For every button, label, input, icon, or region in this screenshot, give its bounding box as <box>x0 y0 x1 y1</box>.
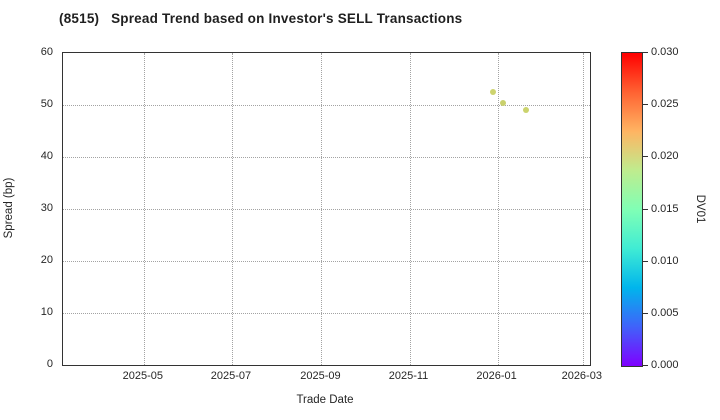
colorbar-tick-label: 0.015 <box>651 202 679 215</box>
y-tick-label: 10 <box>40 306 53 318</box>
x-tick-label: 2025-11 <box>388 370 429 382</box>
gridline-horizontal <box>63 209 590 210</box>
x-tick-label: 2025-09 <box>300 370 341 382</box>
colorbar-tick-label: 0.010 <box>651 254 679 267</box>
chart-title: (8515) Spread Trend based on Investor's … <box>59 11 463 26</box>
gridline-horizontal <box>63 157 590 158</box>
plot-area <box>62 52 591 366</box>
colorbar-tick-mark <box>643 312 648 314</box>
scatter-point-3 <box>523 107 530 114</box>
gridline-horizontal <box>63 105 590 106</box>
colorbar-tick-label: 0.005 <box>651 306 679 319</box>
colorbar-tick-label: 0.030 <box>651 46 679 58</box>
colorbar-tick-mark <box>643 208 648 210</box>
colorbar-tick-mark <box>643 52 648 53</box>
gridline-horizontal <box>63 261 590 262</box>
scatter-point-1 <box>490 89 497 95</box>
colorbar-label: DV01 <box>694 194 706 224</box>
colorbar-tick-mark <box>643 260 648 262</box>
gridline-vertical <box>143 53 145 365</box>
colorbar-tick-label: 0.025 <box>651 98 679 111</box>
x-tick-label: 2026-01 <box>476 370 517 382</box>
y-tick-label: 50 <box>40 98 53 110</box>
gridline-vertical <box>321 53 323 365</box>
colorbar-tick-label: 0.000 <box>651 359 679 371</box>
y-axis-label: Spread (bp) <box>3 177 15 239</box>
y-tick-label: 60 <box>40 46 53 58</box>
gridline-vertical <box>582 53 584 365</box>
gridline-vertical <box>409 53 411 365</box>
scatter-point-2 <box>500 99 507 106</box>
colorbar-tick-mark <box>643 104 648 106</box>
x-axis-label: Trade Date <box>296 394 354 406</box>
x-tick-label: 2026-03 <box>561 370 602 382</box>
y-tick-label: 40 <box>40 150 53 162</box>
y-tick-label: 30 <box>40 202 53 214</box>
y-tick-label: 0 <box>46 358 53 370</box>
colorbar <box>621 52 643 367</box>
colorbar-tick-mark <box>643 365 648 366</box>
gridline-vertical <box>497 53 499 365</box>
colorbar-tick-label: 0.020 <box>651 150 679 163</box>
colorbar-tick-mark <box>643 156 648 158</box>
y-tick-label: 20 <box>40 254 53 266</box>
x-tick-label: 2025-07 <box>210 370 252 382</box>
gridline-vertical <box>231 53 233 365</box>
gridline-horizontal <box>63 313 590 314</box>
x-tick-label: 2025-05 <box>122 370 164 382</box>
